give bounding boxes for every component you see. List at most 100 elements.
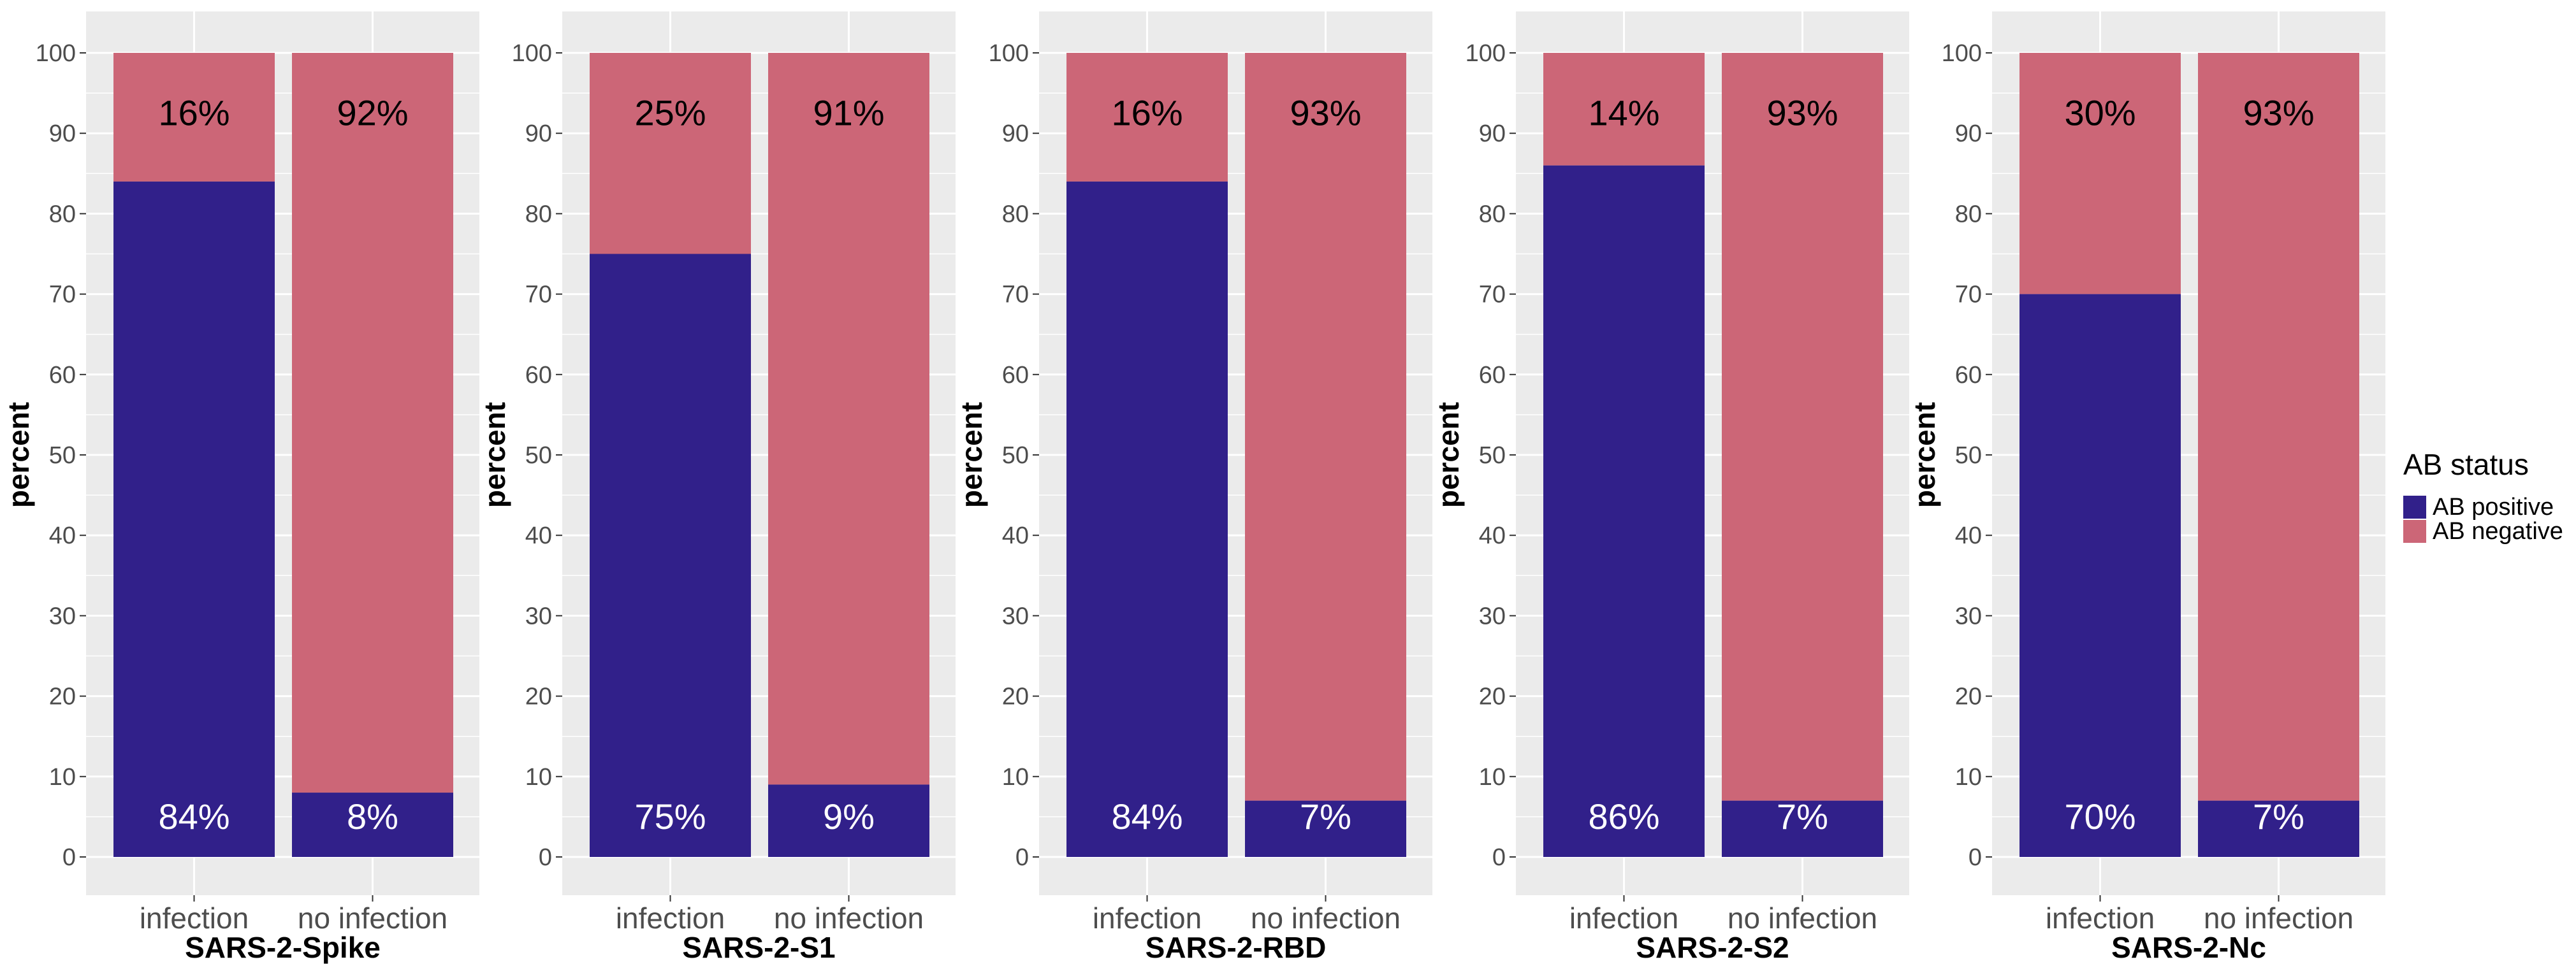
x-category-label: no infection [2204, 902, 2354, 935]
bar-ab-positive [768, 784, 929, 857]
y-tick-label: 100 [1942, 40, 1982, 67]
data-label-ab-negative: 14% [1588, 93, 1659, 133]
data-label-ab-positive: 86% [1588, 796, 1659, 837]
y-tick-label: 0 [1015, 844, 1029, 871]
data-label-ab-positive: 7% [1300, 796, 1351, 837]
y-tick-label: 50 [49, 442, 76, 469]
y-tick-label: 70 [1002, 282, 1029, 308]
y-tick-label: 80 [1955, 201, 1982, 227]
y-tick-label: 30 [49, 603, 76, 629]
data-label-ab-negative: 93% [1766, 93, 1838, 133]
y-tick-label: 90 [49, 120, 76, 147]
data-label-ab-positive: 7% [1777, 796, 1828, 837]
panel-title: SARS-2-Spike [185, 931, 381, 964]
panel-title: SARS-2-Nc [2111, 931, 2266, 964]
bar-ab-negative [1066, 53, 1228, 182]
data-label-ab-negative: 16% [1111, 93, 1182, 133]
y-tick-label: 70 [49, 282, 76, 308]
y-tick-label: 0 [1968, 844, 1982, 871]
y-tick-label: 50 [1002, 442, 1029, 469]
bar-ab-positive [1066, 181, 1228, 857]
y-tick-label: 20 [1955, 684, 1982, 710]
y-tick-label: 10 [525, 764, 552, 791]
y-axis-title: percent [955, 402, 988, 508]
y-tick-label: 10 [1479, 764, 1506, 791]
y-tick-label: 10 [1955, 764, 1982, 791]
y-tick-label: 80 [525, 201, 552, 227]
data-label-ab-negative: 93% [1290, 93, 1361, 133]
y-tick-label: 40 [1479, 522, 1506, 549]
legend-title: AB status [2403, 448, 2529, 481]
legend-key-ab-negative [2403, 520, 2426, 543]
y-tick-label: 40 [49, 522, 76, 549]
panel-title: SARS-2-RBD [1146, 931, 1327, 964]
y-tick-label: 100 [1466, 40, 1506, 67]
panel-title: SARS-2-S1 [682, 931, 835, 964]
y-tick-label: 20 [49, 684, 76, 710]
y-tick-label: 70 [1955, 282, 1982, 308]
y-tick-label: 90 [1955, 120, 1982, 147]
y-tick-label: 40 [1002, 522, 1029, 549]
y-tick-label: 20 [1479, 684, 1506, 710]
y-tick-label: 0 [62, 844, 76, 871]
bar-ab-positive [1543, 165, 1705, 858]
y-tick-label: 80 [49, 201, 76, 227]
y-tick-label: 90 [525, 120, 552, 147]
bar-ab-negative [2198, 53, 2359, 801]
bar-ab-positive [2198, 800, 2359, 857]
y-tick-label: 60 [525, 362, 552, 389]
y-axis-title: percent [1908, 402, 1941, 508]
x-category-label: infection [616, 902, 725, 935]
y-tick-label: 60 [1479, 362, 1506, 389]
bar-ab-positive [2019, 294, 2181, 858]
y-tick-label: 30 [1002, 603, 1029, 629]
y-tick-label: 20 [1002, 684, 1029, 710]
bar-ab-positive [1245, 800, 1406, 857]
data-label-ab-positive: 75% [634, 796, 706, 837]
y-tick-label: 30 [1955, 603, 1982, 629]
data-label-ab-positive: 9% [823, 796, 875, 837]
y-tick-label: 60 [1002, 362, 1029, 389]
data-label-ab-negative: 25% [634, 93, 706, 133]
data-label-ab-negative: 91% [813, 93, 884, 133]
y-tick-label: 50 [525, 442, 552, 469]
bar-ab-positive [590, 254, 751, 857]
bar-ab-negative [1722, 53, 1883, 801]
data-label-ab-positive: 7% [2253, 796, 2304, 837]
y-tick-label: 80 [1002, 201, 1029, 227]
y-tick-label: 50 [1955, 442, 1982, 469]
data-label-ab-positive: 70% [2064, 796, 2136, 837]
bar-ab-negative [2019, 53, 2181, 294]
y-tick-label: 100 [36, 40, 76, 67]
data-label-ab-negative: 16% [158, 93, 229, 133]
y-tick-label: 80 [1479, 201, 1506, 227]
x-category-label: no infection [1251, 902, 1401, 935]
y-tick-label: 0 [539, 844, 552, 871]
data-label-ab-positive: 84% [1111, 796, 1182, 837]
bar-ab-positive [113, 181, 275, 857]
bar-ab-negative [1543, 53, 1705, 166]
data-label-ab-positive: 8% [347, 796, 398, 837]
y-tick-label: 60 [1955, 362, 1982, 389]
y-tick-label: 100 [512, 40, 552, 67]
x-category-label: no infection [298, 902, 448, 935]
y-tick-label: 90 [1479, 120, 1506, 147]
bar-ab-negative [292, 53, 453, 793]
y-axis-title: percent [478, 402, 511, 508]
y-tick-label: 40 [1955, 522, 1982, 549]
bar-ab-negative [768, 53, 929, 785]
data-label-ab-negative: 93% [2243, 93, 2314, 133]
y-tick-label: 90 [1002, 120, 1029, 147]
y-axis-title: percent [2, 402, 35, 508]
y-tick-label: 60 [49, 362, 76, 389]
bar-ab-positive [1722, 800, 1883, 857]
panel-title: SARS-2-S2 [1636, 931, 1789, 964]
legend-label: AB positive [2433, 494, 2554, 521]
y-tick-label: 30 [525, 603, 552, 629]
y-tick-label: 100 [989, 40, 1029, 67]
legend-label: AB negative [2433, 518, 2563, 545]
data-label-ab-negative: 30% [2064, 93, 2136, 133]
bar-ab-positive [292, 793, 453, 857]
